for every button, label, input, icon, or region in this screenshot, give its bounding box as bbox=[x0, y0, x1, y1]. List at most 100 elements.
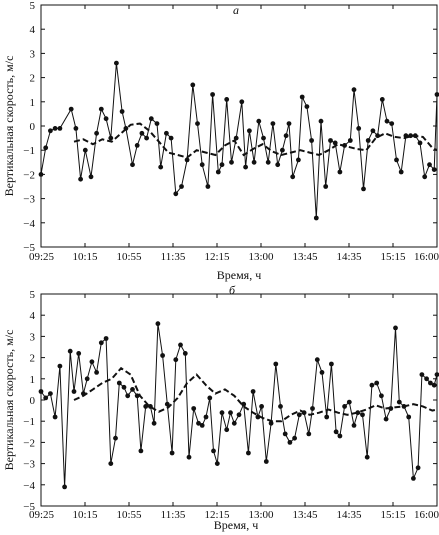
data-point bbox=[263, 459, 269, 464]
data-point bbox=[247, 128, 252, 134]
data-point bbox=[78, 176, 83, 182]
data-point bbox=[130, 162, 135, 168]
data-point bbox=[393, 325, 398, 331]
data-point bbox=[52, 125, 58, 131]
x-tick-label: 10:55 bbox=[116, 509, 142, 521]
data-point bbox=[422, 174, 428, 180]
data-point bbox=[113, 435, 118, 441]
y-tick-label: 1 bbox=[30, 97, 36, 109]
data-point bbox=[38, 389, 44, 394]
data-point bbox=[144, 135, 150, 141]
data-point bbox=[259, 404, 264, 409]
data-point bbox=[219, 410, 225, 416]
data-point bbox=[351, 423, 357, 428]
data-point bbox=[114, 60, 119, 66]
data-point bbox=[52, 414, 58, 420]
data-point bbox=[299, 94, 305, 100]
data-point bbox=[173, 191, 179, 197]
data-point bbox=[278, 404, 283, 409]
data-point bbox=[290, 174, 296, 180]
data-point bbox=[379, 393, 384, 399]
data-point bbox=[164, 401, 170, 407]
data-point bbox=[304, 104, 310, 109]
data-point bbox=[280, 147, 285, 153]
y-tick-label: −1 bbox=[23, 416, 35, 428]
data-point bbox=[89, 359, 95, 365]
data-point bbox=[419, 372, 425, 377]
x-tick-label: 10:15 bbox=[72, 251, 98, 263]
data-point bbox=[182, 351, 188, 356]
data-point bbox=[319, 370, 325, 375]
data-point bbox=[119, 109, 125, 114]
x-tick-label: 13:00 bbox=[248, 251, 274, 263]
y-ticks: 5 4 3 2 1 0 −1 −2 −3 −4 −5 bbox=[23, 0, 437, 254]
data-point bbox=[57, 125, 63, 131]
data-point bbox=[337, 433, 343, 439]
data-point bbox=[273, 361, 279, 367]
data-point bbox=[333, 429, 339, 435]
y-tick-label: 5 bbox=[30, 289, 36, 301]
data-point bbox=[398, 169, 404, 175]
data-point bbox=[71, 389, 77, 394]
y-tick-label: −5 bbox=[23, 242, 35, 254]
y-axis-label: Вертикальная скорость, м/с bbox=[2, 56, 16, 197]
panel-label: а bbox=[233, 3, 239, 17]
y-tick-label: −4 bbox=[23, 218, 35, 230]
data-point bbox=[241, 401, 247, 407]
y-tick-label: 0 bbox=[30, 121, 36, 133]
data-point bbox=[134, 143, 140, 148]
data-point bbox=[282, 431, 288, 437]
series-layer bbox=[38, 321, 439, 490]
panel-b: б Вертикальная скорость, м/с Время, ч 5 4… bbox=[2, 283, 439, 532]
data-point bbox=[310, 406, 315, 411]
data-point bbox=[224, 427, 230, 433]
data-point bbox=[360, 412, 365, 418]
data-point bbox=[125, 393, 131, 399]
y-tick-label: 2 bbox=[30, 73, 36, 85]
data-point bbox=[179, 184, 184, 189]
data-point bbox=[270, 121, 276, 126]
data-point bbox=[342, 404, 347, 409]
data-point bbox=[261, 135, 266, 141]
data-point bbox=[370, 128, 376, 134]
data-point bbox=[108, 461, 114, 466]
data-point bbox=[384, 118, 390, 124]
data-point bbox=[164, 130, 169, 136]
data-point bbox=[431, 382, 437, 388]
data-point bbox=[431, 167, 437, 173]
data-point bbox=[169, 450, 175, 456]
y-tick-label: −2 bbox=[23, 169, 35, 181]
data-point bbox=[379, 97, 385, 102]
data-point bbox=[211, 448, 216, 454]
x-tick-label: 15:15 bbox=[380, 251, 406, 263]
y-tick-label: 5 bbox=[30, 0, 36, 12]
x-tick-label: 14:35 bbox=[336, 509, 362, 521]
data-point bbox=[219, 162, 225, 168]
data-point bbox=[296, 412, 302, 418]
data-point bbox=[168, 135, 174, 141]
data-point bbox=[389, 121, 395, 126]
data-point bbox=[337, 169, 343, 175]
data-point bbox=[68, 106, 74, 112]
x-tick-label: 13:45 bbox=[292, 251, 318, 263]
data-point bbox=[328, 138, 333, 143]
data-point bbox=[94, 370, 99, 375]
data-point bbox=[314, 357, 320, 363]
data-point bbox=[256, 118, 262, 124]
data-point bbox=[48, 128, 53, 134]
data-point bbox=[306, 431, 312, 437]
data-point bbox=[121, 384, 127, 390]
data-point bbox=[67, 348, 73, 354]
data-point bbox=[196, 420, 201, 426]
data-point bbox=[394, 157, 399, 163]
x-tick-label: 13:45 bbox=[292, 509, 318, 521]
data-point bbox=[178, 342, 183, 348]
y-tick-label: −4 bbox=[23, 480, 35, 492]
x-ticks: 09:25 10:15 10:55 11:35 12:15 13:00 13:45 14:35… bbox=[29, 5, 439, 263]
y-tick-label: 2 bbox=[30, 353, 36, 365]
data-point bbox=[98, 106, 104, 112]
y-tick-label: −1 bbox=[23, 145, 35, 157]
data-point bbox=[292, 435, 297, 441]
data-point bbox=[356, 125, 362, 131]
